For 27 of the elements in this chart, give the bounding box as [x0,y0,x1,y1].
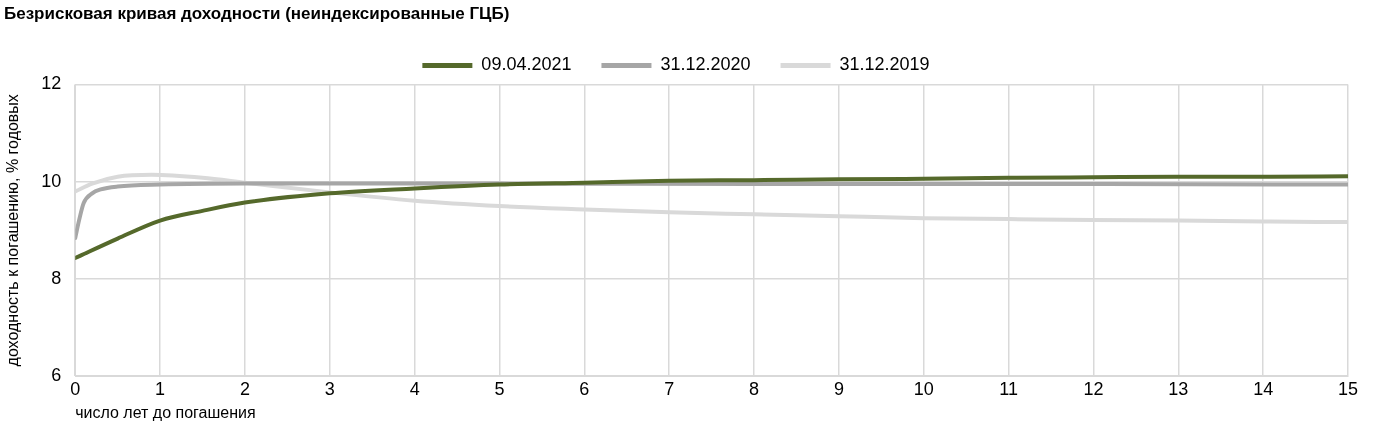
x-tick-label: 12 [1083,378,1104,399]
x-tick-label: 9 [833,378,844,399]
x-tick-label: 8 [749,378,760,399]
x-axis-title: число лет до погашения [75,403,256,421]
y-tick-label: 6 [51,365,62,386]
legend-label: 09.04.2021 [481,54,572,75]
x-tick-label: 11 [999,378,1018,399]
x-tick-label: 14 [1253,378,1274,399]
x-tick-label: 0 [70,378,81,399]
x-tick-label: 6 [579,378,590,399]
x-tick-label: 5 [494,378,505,399]
x-tick-label: 7 [664,378,675,399]
y-tick-label: 10 [41,170,62,191]
legend-label: 31.12.2020 [660,54,751,75]
legend-label: 31.12.2019 [839,54,930,75]
x-tick-label: 2 [239,378,250,399]
y-tick-label: 8 [51,267,62,288]
y-tick-label: 12 [41,73,62,94]
x-tick-label: 13 [1168,378,1189,399]
line-series [75,174,1348,261]
x-tick-label: 4 [409,378,420,399]
x-tick-label: 3 [324,378,335,399]
x-tick-label: 15 [1337,378,1359,399]
chart-title: Безрисковая кривая доходности (неиндексированные ГЦБ) [4,3,510,23]
x-tick-label: 1 [155,378,166,399]
y-axis-title: доходность к погашению, % годовых [4,94,22,367]
x-tick-label: 10 [913,378,934,399]
